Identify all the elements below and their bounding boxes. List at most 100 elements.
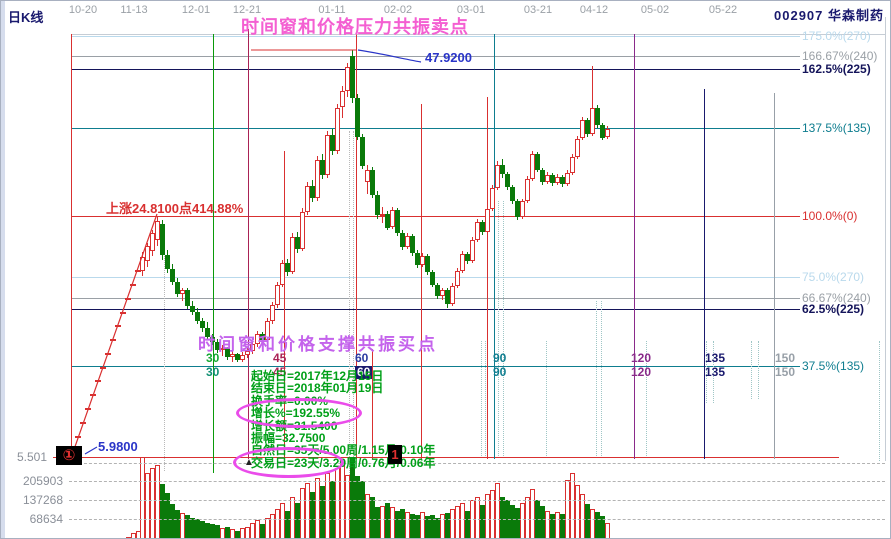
dotted-vline [349, 131, 350, 537]
candle-up [270, 304, 275, 322]
candle-up [250, 343, 255, 352]
volume-bar-down [355, 476, 360, 538]
chart-right-frame-line [885, 17, 886, 461]
kline-period-label[interactable]: 日K线 [8, 10, 44, 25]
date-tick-label: 11-13 [120, 4, 148, 16]
candle-up [575, 138, 580, 157]
window-number-bottom[interactable]: 45 [273, 365, 287, 379]
candle-down [425, 255, 430, 272]
candle-down [535, 154, 540, 170]
dotted-vline [353, 131, 354, 537]
candle-down [410, 236, 415, 253]
candle-up [180, 290, 185, 295]
window-number-top[interactable]: 60 [355, 351, 369, 365]
window-number-top[interactable]: 45 [273, 351, 287, 365]
volume-bar-down [400, 509, 405, 538]
volume-bar-down [205, 523, 210, 538]
window-number-bottom[interactable]: 30 [206, 365, 220, 379]
limit-up-dash [125, 298, 131, 301]
time-window-vline [634, 34, 635, 459]
volume-bar-down [500, 497, 505, 538]
time-window-vline [213, 34, 214, 473]
window-number-top[interactable]: 135 [705, 351, 726, 365]
volume-bar-down [190, 518, 195, 538]
window-number-bottom[interactable]: 150 [775, 365, 796, 379]
window-number-top[interactable]: 120 [631, 351, 652, 365]
candle-up [405, 236, 410, 247]
volume-bar-up [240, 528, 245, 538]
candle-down [350, 56, 355, 98]
candle-down [435, 284, 440, 297]
candle-down [480, 221, 485, 233]
dotted-vline [485, 341, 486, 456]
window-number-bottom[interactable]: 135 [705, 365, 726, 379]
dotted-vline [706, 341, 707, 403]
swing-stat-line: 振幅=32.7500 [251, 431, 326, 445]
fib-level-label: 62.5%(225) [802, 302, 865, 316]
dotted-vline [751, 341, 752, 399]
candle-up [315, 159, 320, 199]
time-window-vline [774, 93, 775, 459]
date-tick-label: 03-01 [456, 4, 486, 16]
candle-down [550, 175, 555, 183]
buy-point-annotation: 时间窗和价格支撑共振买点 [198, 335, 438, 354]
candle-down [285, 263, 290, 272]
volume-bar-down [435, 518, 440, 538]
volume-bar-down [170, 504, 175, 538]
volume-gridline [69, 500, 885, 501]
candle-down [505, 174, 510, 187]
candle-up [230, 354, 235, 358]
volume-gridline [69, 519, 885, 520]
volume-bar-up [126, 537, 131, 538]
fib-level-line [71, 309, 800, 310]
volume-bar-up [220, 528, 225, 538]
volume-bar-down [430, 515, 435, 538]
window-number-bottom[interactable]: 90 [493, 365, 507, 379]
sell-point-annotation: 时间窗和价格压力共振卖点 [241, 17, 469, 37]
candle-up [255, 333, 260, 344]
dotted-vline [758, 341, 759, 399]
window-number-bottom[interactable]: 120 [631, 365, 652, 379]
dotted-vline [713, 341, 714, 403]
window-number-top[interactable]: 30 [206, 351, 220, 365]
volume-bar-down [160, 484, 165, 538]
volume-bar-up [570, 473, 575, 538]
volume-bar-up [530, 489, 535, 538]
volume-bar-up [145, 473, 150, 538]
volume-bar-up [335, 468, 340, 538]
candle-up [490, 187, 495, 210]
time-window-vline [356, 34, 357, 459]
candle-up [365, 170, 370, 182]
volume-bar-down [595, 512, 600, 538]
volume-scale-label: 205903 [22, 474, 63, 488]
window-number-bottom[interactable]: 60 [355, 365, 373, 379]
time-window-vline [372, 349, 373, 459]
fib-level-label: 37.5%(135) [802, 359, 865, 373]
time-window-vline [421, 104, 422, 459]
volume-bar-up [270, 514, 275, 538]
candle-down [395, 210, 400, 234]
gann-marker-1[interactable]: 1 [388, 445, 402, 464]
candle-up [240, 355, 245, 360]
fib-level-label: 137.5%(135) [802, 121, 871, 135]
window-number-top[interactable]: 150 [775, 351, 796, 365]
fib-level-label: 175.0%(270) [802, 29, 871, 43]
candle-up [140, 256, 145, 271]
fib-level-line [71, 298, 800, 299]
window-number-top[interactable]: 90 [493, 351, 507, 365]
gann-marker-circled-1[interactable]: ① [56, 446, 82, 465]
candle-down [205, 328, 210, 337]
fib-level-label: 66.67%(240) [802, 291, 871, 305]
volume-bar-up [575, 485, 580, 538]
volume-bar-up [245, 527, 250, 538]
candle-up [590, 107, 595, 134]
candle-up [245, 351, 250, 356]
dotted-vline [601, 301, 602, 456]
volume-bar-up [300, 488, 305, 538]
swing-stat-line: 结束日=2018年01月19日 [251, 381, 384, 396]
candle-up [570, 156, 575, 174]
candle-up [220, 347, 225, 351]
candle-down [330, 134, 335, 152]
